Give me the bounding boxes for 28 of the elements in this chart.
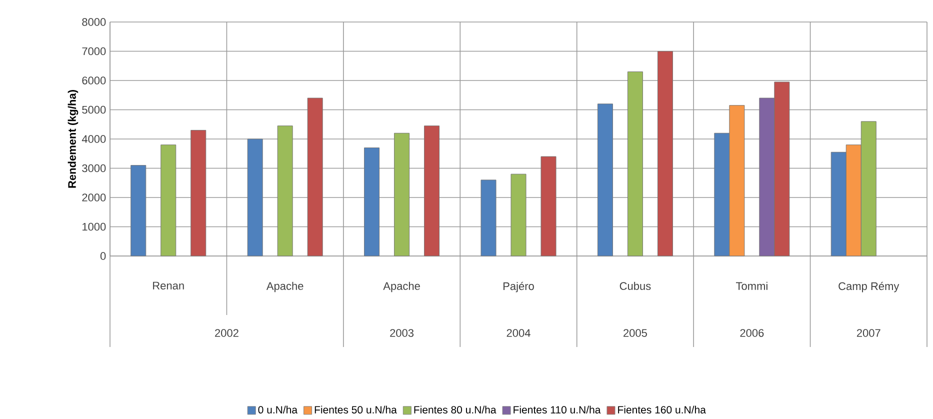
x-tick-label: Renan bbox=[153, 282, 184, 290]
y-tick-label: 6000 bbox=[82, 76, 106, 84]
legend-label: 0 u.N/ha bbox=[258, 406, 298, 414]
y-tick-label: 7000 bbox=[82, 47, 106, 56]
y-tick-label: 2000 bbox=[82, 194, 106, 202]
x-tick-label: Tommi bbox=[736, 282, 768, 290]
legend-label: Fientes 50 u.N/ha bbox=[314, 406, 397, 414]
x-tick-label: Cubus bbox=[620, 282, 651, 290]
y-tick-label: 1000 bbox=[82, 222, 106, 231]
text: 2002 bbox=[215, 329, 238, 337]
legend-label: Fientes 160 u.N/ha bbox=[618, 406, 706, 414]
y-tick-label: 0 bbox=[100, 252, 106, 260]
text: 2005 bbox=[624, 329, 647, 337]
x-tick-label: Camp Rémy bbox=[838, 282, 900, 292]
y-tick-label: 4000 bbox=[82, 135, 106, 143]
text: 2006 bbox=[740, 329, 764, 337]
legend-label: Fientes 110 u.N/ha bbox=[514, 406, 601, 414]
y-tick-label: 5000 bbox=[82, 106, 106, 114]
x-tick-label: Apache bbox=[383, 282, 420, 292]
x-tick-label: Apache bbox=[266, 282, 304, 292]
y-tick-label: 3000 bbox=[82, 164, 106, 172]
y-axis-title: Rendement (kg/ha) bbox=[68, 90, 78, 188]
text: 2003 bbox=[390, 329, 414, 337]
text: 2007 bbox=[856, 329, 880, 337]
x-tick-label: Pajéro bbox=[504, 282, 534, 292]
legend-label: Fientes 80 u.N/ha bbox=[414, 406, 496, 414]
text: 2004 bbox=[506, 329, 530, 337]
y-tick-label: 8000 bbox=[82, 18, 106, 26]
